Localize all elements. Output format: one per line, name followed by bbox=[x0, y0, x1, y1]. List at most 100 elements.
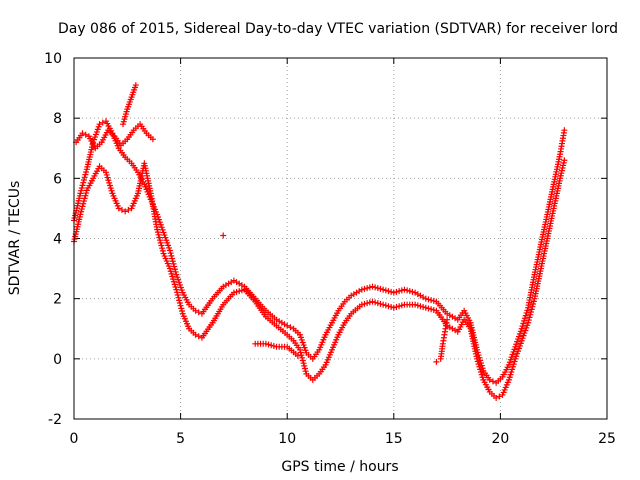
data-point bbox=[425, 296, 432, 303]
data-point bbox=[527, 309, 534, 316]
data-point bbox=[366, 299, 373, 306]
data-point bbox=[425, 305, 432, 312]
data-point bbox=[238, 287, 245, 294]
data-point bbox=[430, 297, 437, 304]
y-tick-label: 4 bbox=[53, 232, 62, 248]
data-point bbox=[299, 357, 306, 364]
data-point bbox=[177, 302, 184, 309]
data-point bbox=[80, 179, 87, 186]
data-point bbox=[390, 304, 397, 311]
data-point bbox=[366, 284, 373, 291]
grid bbox=[74, 58, 607, 419]
data-point bbox=[171, 263, 178, 270]
data-point bbox=[518, 325, 525, 332]
data-point bbox=[526, 314, 533, 321]
data-point bbox=[172, 284, 179, 291]
data-point bbox=[106, 182, 113, 189]
data-point bbox=[479, 374, 486, 381]
data-point bbox=[486, 376, 493, 383]
data-point bbox=[298, 352, 305, 359]
y-tick-label: 6 bbox=[53, 171, 62, 187]
series-track-e bbox=[252, 340, 301, 359]
data-point bbox=[270, 343, 277, 350]
data-point bbox=[296, 346, 303, 353]
data-point bbox=[511, 358, 518, 365]
data-point bbox=[170, 278, 177, 285]
chart-title: Day 086 of 2015, Sidereal Day-to-day VTE… bbox=[58, 21, 618, 37]
x-tick-label: 0 bbox=[70, 431, 79, 447]
data-point bbox=[167, 268, 174, 275]
data-point bbox=[236, 288, 243, 295]
data-point bbox=[176, 300, 183, 307]
data-point bbox=[377, 300, 384, 307]
data-point bbox=[510, 361, 517, 368]
x-tick-label: 25 bbox=[598, 431, 616, 447]
data-point bbox=[561, 127, 568, 134]
data-point bbox=[175, 294, 182, 301]
data-point bbox=[374, 285, 381, 292]
data-point bbox=[409, 288, 416, 295]
data-point bbox=[108, 187, 115, 194]
data-point bbox=[474, 358, 481, 365]
data-point bbox=[178, 305, 185, 312]
data-point bbox=[382, 302, 389, 309]
data-point bbox=[171, 281, 178, 288]
data-point bbox=[372, 299, 379, 306]
data-point bbox=[508, 368, 515, 375]
data-marks bbox=[71, 82, 568, 401]
data-point bbox=[83, 168, 90, 175]
data-point bbox=[404, 287, 411, 294]
axis-ticks bbox=[73, 57, 608, 420]
series-track-f bbox=[437, 316, 451, 362]
data-point bbox=[377, 285, 384, 292]
data-point bbox=[83, 190, 90, 197]
data-point bbox=[523, 309, 530, 316]
data-point bbox=[496, 393, 503, 400]
data-point bbox=[428, 297, 435, 304]
data-point bbox=[169, 255, 176, 262]
data-point bbox=[433, 358, 440, 365]
data-point bbox=[393, 288, 400, 295]
data-point bbox=[172, 268, 179, 275]
data-point bbox=[81, 195, 88, 202]
data-point bbox=[79, 182, 86, 189]
data-point bbox=[107, 185, 114, 192]
y-tick-label: 2 bbox=[53, 292, 62, 308]
data-point bbox=[106, 179, 113, 186]
data-point bbox=[522, 312, 529, 319]
data-point bbox=[361, 285, 368, 292]
data-point bbox=[265, 341, 272, 348]
data-point bbox=[170, 276, 177, 283]
data-point bbox=[364, 300, 371, 307]
data-point bbox=[122, 208, 129, 215]
data-point bbox=[220, 232, 227, 239]
data-point bbox=[78, 206, 85, 213]
data-point bbox=[358, 286, 365, 293]
data-point bbox=[115, 205, 122, 212]
data-point bbox=[301, 365, 308, 372]
data-point bbox=[294, 352, 301, 359]
data-point bbox=[385, 288, 392, 295]
data-point bbox=[374, 300, 381, 307]
data-point bbox=[155, 231, 162, 238]
data-point bbox=[79, 203, 86, 210]
data-point bbox=[414, 302, 421, 309]
data-point bbox=[174, 289, 181, 296]
data-point bbox=[527, 311, 534, 318]
data-point bbox=[509, 363, 516, 370]
data-point bbox=[173, 286, 180, 293]
y-tick-label: -2 bbox=[48, 412, 62, 428]
data-point bbox=[233, 288, 240, 295]
data-point bbox=[154, 229, 161, 236]
data-point bbox=[390, 289, 397, 296]
data-point bbox=[528, 306, 535, 313]
y-tick-label: 8 bbox=[53, 111, 62, 127]
data-point bbox=[477, 366, 484, 373]
data-point bbox=[166, 265, 173, 272]
data-point bbox=[417, 303, 424, 310]
data-point bbox=[364, 285, 371, 292]
data-point bbox=[82, 192, 89, 199]
data-point bbox=[412, 301, 419, 308]
data-point bbox=[525, 317, 532, 324]
